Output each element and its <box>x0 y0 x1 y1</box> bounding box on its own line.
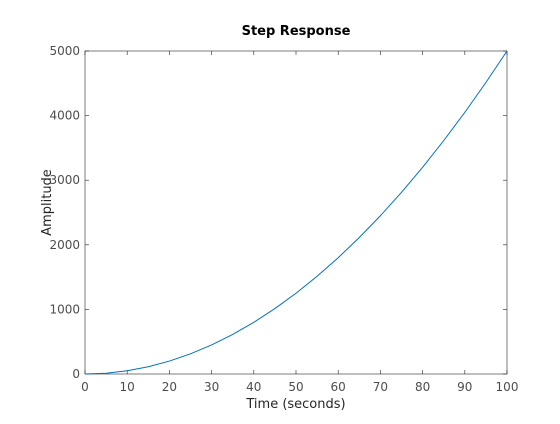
x-tick-label: 30 <box>204 380 219 394</box>
x-tick-label: 80 <box>415 380 430 394</box>
axis-ticks: 0 10 20 30 40 50 60 70 80 90 100010002000300040005… <box>49 44 518 394</box>
x-tick-label: 0 <box>81 380 89 394</box>
step-response-line <box>84 50 508 375</box>
y-tick-label: 2000 <box>49 238 80 252</box>
x-axis-label: Time (seconds) <box>245 397 345 412</box>
y-tick-label: 5000 <box>49 44 80 58</box>
y-tick-label: 1000 <box>49 302 80 316</box>
chart-title: Step Response <box>242 24 351 39</box>
x-tick-label: 50 <box>288 380 303 394</box>
x-tick-label: 100 <box>496 380 519 394</box>
plot-area <box>84 50 508 375</box>
x-tick-label: 10 <box>120 380 135 394</box>
y-tick-label: 4000 <box>49 109 80 123</box>
x-tick-label: 20 <box>162 380 177 394</box>
y-tick-label: 3000 <box>49 173 80 187</box>
series-layer <box>84 50 508 375</box>
y-axis-label: Amplitude <box>40 169 55 236</box>
x-tick-label: 90 <box>457 380 472 394</box>
x-tick-label: 40 <box>246 380 261 394</box>
y-tick-label: 0 <box>72 367 80 381</box>
x-tick-label: 70 <box>373 380 388 394</box>
x-tick-label: 60 <box>331 380 346 394</box>
